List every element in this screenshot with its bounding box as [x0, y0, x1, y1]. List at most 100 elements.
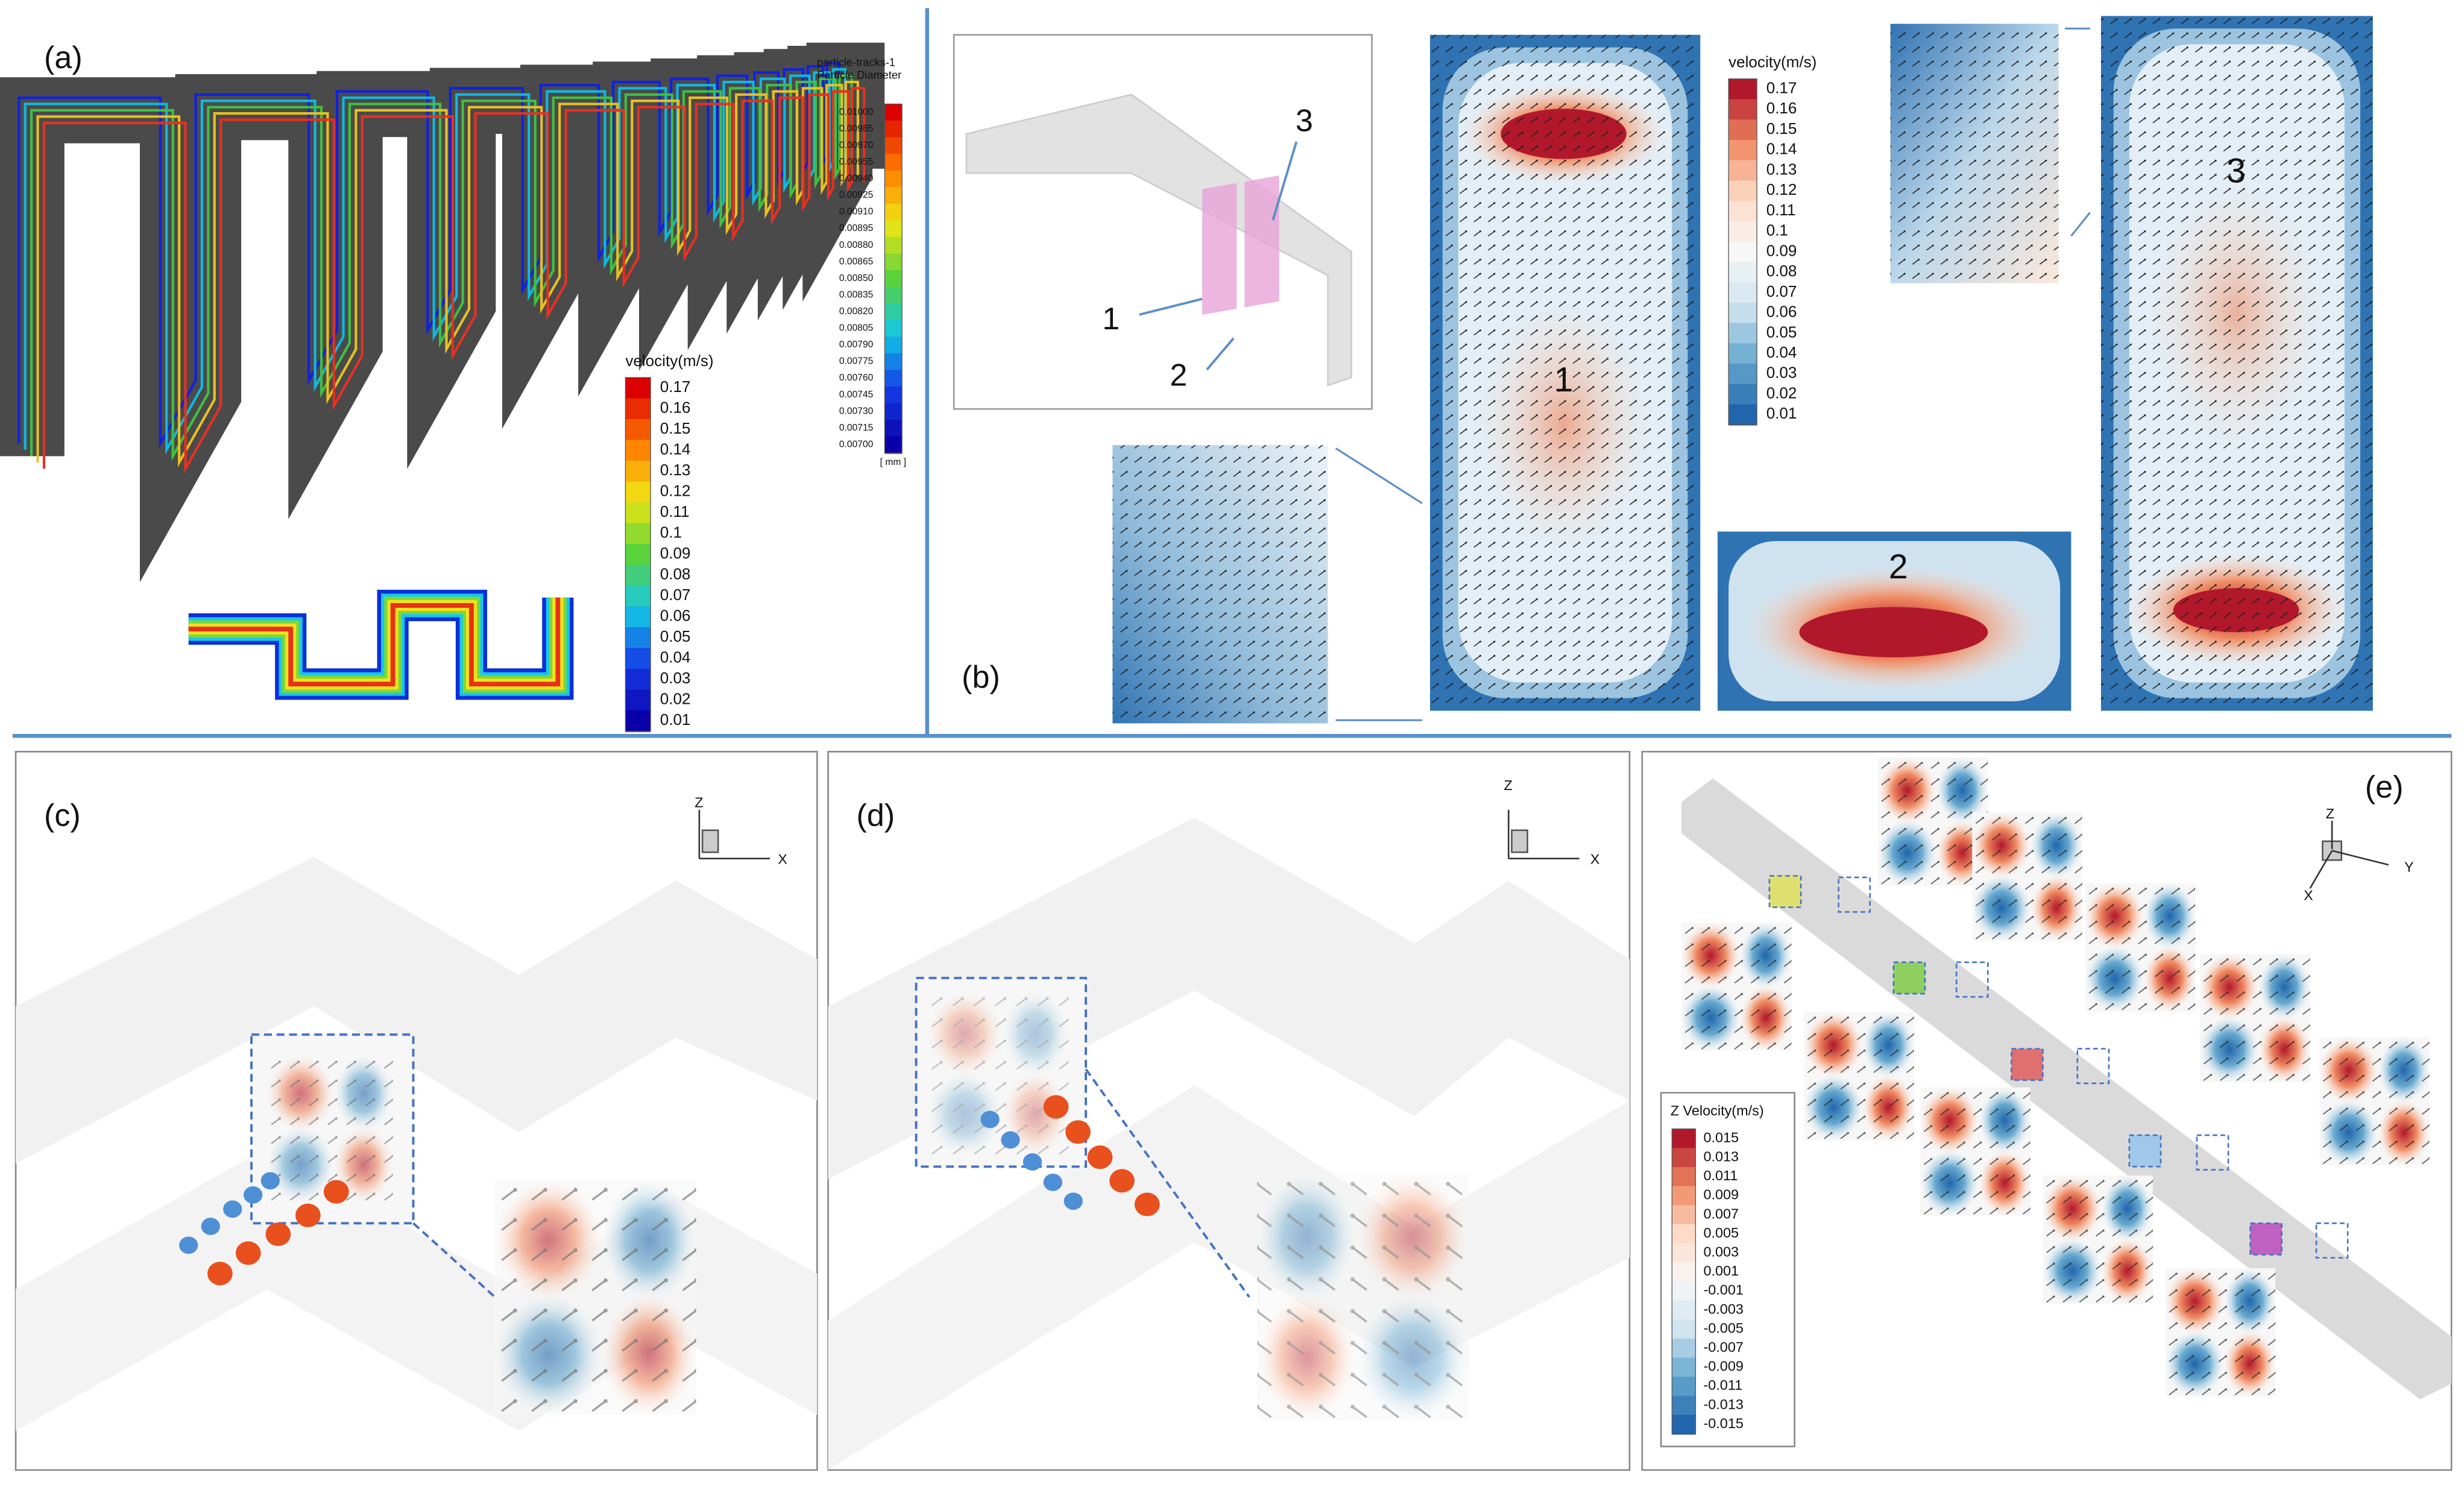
section-tile [1681, 922, 1792, 1051]
shape [965, 93, 1352, 387]
section-marker [1768, 874, 1802, 908]
colorbar-swatch [625, 627, 651, 649]
colorbar: 0.17 0.16 0.15 0.14 0.13 0.12 0.11 0.1 0.09 0.08 0… [625, 377, 691, 732]
colorbar-swatch [625, 648, 651, 670]
colorbar-swatch [625, 689, 651, 712]
colorbar-swatch [625, 564, 651, 587]
shape [1202, 183, 1237, 315]
colorbar: 0.015 0.013 0.011 0.009 0.007 0.005 0.003 0.001… [1671, 1128, 1744, 1435]
section-marker: 2 [1170, 358, 1187, 393]
colorbar-swatch [884, 370, 903, 388]
colorbar-label: -0.015 [1703, 1415, 1743, 1431]
colorbar-label: 0.02 [660, 690, 691, 708]
panel-frame [1641, 751, 2453, 1471]
serpentine-channel [0, 42, 885, 583]
particles [179, 1172, 349, 1286]
section-tile [1920, 1087, 2031, 1216]
colorbar-label: 0.00820 [839, 306, 874, 317]
shape [701, 829, 719, 853]
colorbar-swatch [625, 377, 651, 399]
colorbar-label: 0.13 [1766, 160, 1797, 178]
colorbar-label: 0.00760 [839, 373, 874, 383]
colorbar-label: 0.00730 [839, 406, 874, 416]
colorbar-label: 0.00790 [839, 340, 874, 350]
colorbar-label: 0.00970 [839, 140, 874, 150]
colorbar-label: 0.09 [1766, 241, 1797, 259]
axis-triad [698, 809, 770, 859]
section-tile [2085, 883, 2196, 1012]
colorbar-swatch [1728, 302, 1757, 324]
colorbar-label: 0.007 [1703, 1206, 1739, 1221]
colorbar-swatch [625, 668, 651, 691]
panel-label: (b) [962, 660, 1000, 695]
colorbar-label: 0.1 [660, 523, 682, 542]
particles [980, 1095, 1160, 1216]
colorbar-swatch [625, 585, 651, 607]
colorbar-label: -0.011 [1703, 1377, 1742, 1393]
shape [1085, 1068, 1250, 1298]
colorbar-swatch [1728, 384, 1757, 405]
colorbar-label: 0.003 [1703, 1244, 1739, 1260]
legend-title: velocity(m/s) [1728, 53, 1816, 71]
colorbar-swatch [884, 170, 903, 188]
colorbar-swatch [1672, 1148, 1696, 1168]
colorbar-swatch [1672, 1338, 1696, 1359]
colorbar-label: 0.11 [1766, 201, 1796, 219]
colorbar-label: 0.17 [1766, 79, 1797, 97]
colorbar-label: -0.013 [1703, 1396, 1743, 1412]
colorbar-label: -0.001 [1703, 1282, 1743, 1298]
shape [16, 1148, 818, 1431]
colorbar-swatch [1728, 119, 1757, 141]
colorbar-swatch [625, 502, 651, 524]
section-map [1429, 34, 1701, 711]
colorbar-swatch [1728, 343, 1757, 365]
shape [1139, 297, 1203, 316]
colorbar-swatch [625, 543, 651, 566]
colorbar-label: 0.00940 [839, 174, 874, 184]
colorbar-label: 0.15 [1766, 119, 1797, 138]
shape [412, 1222, 496, 1298]
colorbar-swatch [884, 203, 903, 221]
colorbar-label: 0.11 [660, 502, 690, 520]
colorbar-swatch [625, 710, 651, 732]
colorbar-swatch [884, 403, 903, 421]
section-marker [2249, 1222, 2283, 1256]
colorbar-swatch [884, 220, 903, 238]
colorbar-swatch [625, 606, 651, 628]
shape [828, 817, 1630, 1180]
section-marker [2076, 1048, 2110, 1084]
colorbar-swatch [884, 137, 903, 155]
colorbar-swatch [884, 121, 903, 138]
colorbar-label: 0.013 [1703, 1148, 1739, 1164]
colorbar: 0.01000 0.00985 0.00970 0.00955 0.00940 0.009… [839, 103, 903, 454]
colorbar-swatch [1672, 1128, 1696, 1149]
colorbar-swatch [884, 320, 903, 338]
colorbar-swatch [1728, 262, 1757, 283]
particle-blue [1022, 1153, 1042, 1171]
section-tile [2165, 1268, 2276, 1397]
section-label: 3 [2226, 151, 2246, 190]
colorbar: 0.17 0.16 0.15 0.14 0.13 0.12 0.11 0.1 0.09 0.08 0… [1728, 78, 1797, 426]
colorbar-swatch [1728, 78, 1757, 100]
particle-blue [1043, 1174, 1062, 1191]
colorbar-swatch [1728, 139, 1757, 161]
legend-title: velocity(m/s) [625, 352, 713, 370]
colorbar-label: 0.15 [660, 419, 691, 437]
colorbar-swatch [1672, 1167, 1696, 1187]
colorbar-swatch [1728, 221, 1757, 242]
axis-label: Y [2404, 859, 2414, 874]
colorbar-swatch [625, 419, 651, 441]
colorbar-frame [1671, 1128, 1697, 1435]
colorbar-label: 0.00745 [839, 390, 874, 400]
colorbar-label: 0.06 [660, 607, 691, 625]
channel-background [828, 817, 1630, 1470]
shape [927, 991, 1069, 1157]
colorbar-swatch [884, 419, 903, 437]
particle-red [1134, 1192, 1160, 1216]
shape [267, 1055, 393, 1203]
axis-triad [2309, 821, 2389, 889]
particle-blue [244, 1186, 263, 1204]
particle-blue [1001, 1131, 1020, 1149]
colorbar-label: 0.00865 [839, 256, 874, 267]
shape [495, 1180, 696, 1415]
